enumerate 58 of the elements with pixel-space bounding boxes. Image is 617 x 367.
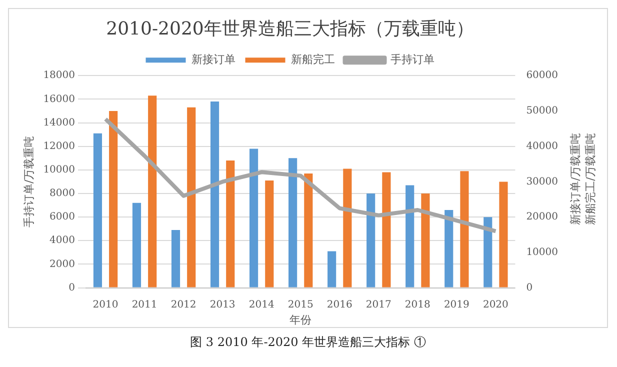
x-tick-label: 2017 — [366, 299, 392, 310]
x-tick-label: 2010 — [92, 299, 118, 310]
y-tick-label: 18000 — [43, 70, 76, 82]
y-tick-label: 12000 — [43, 140, 76, 152]
x-tick-label: 2013 — [210, 299, 236, 310]
bar — [304, 173, 313, 288]
bar — [499, 182, 508, 288]
y-tick-label: 14000 — [43, 117, 76, 128]
legend-label: 手持订单 — [390, 52, 434, 66]
bar — [366, 193, 376, 288]
bar — [382, 172, 391, 288]
caption: 图 3 2010 年-2020 年世界造船三大指标 ① — [189, 334, 427, 351]
legend-label: 新接订单 — [191, 52, 236, 66]
x-tick-label: 2016 — [326, 299, 352, 310]
bar — [444, 210, 454, 288]
y2-tick-label: 10000 — [526, 247, 558, 258]
y-axis-title: 手持订单/万载重吨 — [22, 136, 36, 228]
bar — [109, 110, 118, 288]
x-tick-label: 2014 — [248, 299, 274, 310]
x-tick-label: 2011 — [132, 299, 158, 310]
y2-tick-label: 40000 — [526, 140, 558, 152]
y-tick-label: 6000 — [50, 212, 76, 223]
x-tick-label: 2019 — [444, 299, 470, 310]
x-axis-title: 年份 — [290, 313, 312, 326]
y2-tick-label: 50000 — [526, 106, 558, 117]
y-tick-label: 0 — [68, 282, 76, 294]
bar — [421, 193, 430, 288]
bar — [460, 171, 469, 288]
bar — [265, 180, 274, 288]
legend-label: 新船完工 — [290, 52, 335, 66]
bar — [171, 230, 180, 288]
bar — [132, 202, 142, 288]
bar — [328, 251, 336, 288]
y2-tick-label: 30000 — [526, 176, 558, 188]
bar — [343, 168, 352, 288]
y-tick-label: 8000 — [50, 188, 76, 200]
y2-tick-label: 0 — [526, 282, 533, 294]
x-tick-label: 2015 — [288, 299, 314, 310]
bar — [249, 148, 258, 288]
bar — [210, 102, 220, 288]
y2-tick-label: 20000 — [526, 212, 558, 223]
y-tick-label: 10000 — [43, 164, 76, 176]
bar — [484, 217, 492, 288]
bar — [226, 160, 235, 288]
bar — [187, 107, 196, 288]
x-tick-label: 2020 — [482, 299, 508, 310]
y-tick-label: 16000 — [43, 94, 76, 105]
bar — [93, 133, 102, 288]
y-tick-label: 2000 — [50, 258, 76, 270]
bar — [148, 96, 157, 288]
y-tick-label: 4000 — [50, 235, 76, 246]
bar — [288, 158, 298, 288]
bar — [406, 185, 414, 288]
x-tick-label: 2012 — [170, 299, 196, 310]
y2-tick-label: 60000 — [526, 70, 558, 82]
x-tick-label: 2018 — [404, 299, 430, 310]
y2-axis-title: 新接订单/万载重吨新船完工/万载重吨 — [568, 132, 598, 226]
chart-title: 2010-2020年世界造船三大指标（万载重吨） — [106, 18, 474, 40]
